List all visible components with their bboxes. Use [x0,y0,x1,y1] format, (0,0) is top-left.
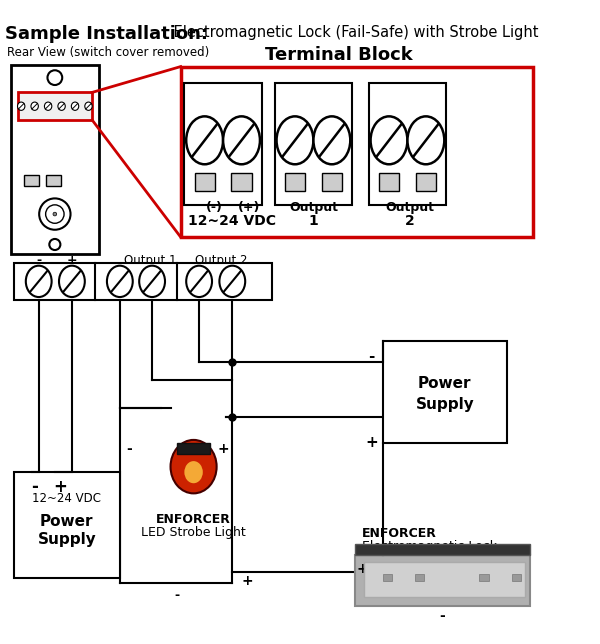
Text: +: + [356,562,368,576]
Text: Sample Installation:: Sample Installation: [5,25,208,43]
Text: Output 2: Output 2 [195,254,247,267]
Ellipse shape [313,117,350,164]
Ellipse shape [107,266,133,297]
Text: +: + [241,574,253,587]
Bar [24,175,39,186]
Text: -: - [440,609,445,623]
Bar [416,173,436,191]
Ellipse shape [220,266,245,297]
Text: 2: 2 [406,214,415,228]
Ellipse shape [59,266,85,297]
Text: +: + [217,442,229,456]
Ellipse shape [31,102,38,110]
Circle shape [49,239,61,250]
Bar [512,574,521,581]
Text: Terminal Block: Terminal Block [265,46,413,64]
Circle shape [39,198,71,230]
Text: +: + [365,435,378,450]
Ellipse shape [17,102,25,110]
Text: Electromagnetic Lock: Electromagnetic Lock [362,540,497,553]
Bar [369,83,446,205]
Bar [14,263,272,300]
Text: +: + [67,254,77,267]
Text: +: + [53,478,67,496]
Text: Output: Output [386,201,435,214]
Ellipse shape [26,266,52,297]
Text: Rear View (switch cover removed): Rear View (switch cover removed) [7,46,209,59]
Ellipse shape [186,117,223,164]
Ellipse shape [139,266,165,297]
Text: -: - [126,442,132,456]
Text: ENFORCER: ENFORCER [362,527,437,540]
Bar [184,83,262,205]
Text: 12~24 VDC: 12~24 VDC [188,214,276,228]
Bar [275,83,352,205]
Text: 12~24 VDC: 12~24 VDC [32,493,101,506]
Ellipse shape [58,102,65,110]
Ellipse shape [184,461,203,483]
Text: Power: Power [40,514,94,529]
Bar [322,173,342,191]
Ellipse shape [71,102,79,110]
Text: Supply: Supply [37,532,96,547]
Text: (-): (-) [206,201,223,214]
Text: Output: Output [289,201,338,214]
Text: 1: 1 [308,214,318,228]
Text: -: - [31,478,38,496]
Text: Output 1: Output 1 [124,254,176,267]
Ellipse shape [223,117,260,164]
Bar [379,173,399,191]
Ellipse shape [186,266,212,297]
Bar [383,341,507,442]
Bar [46,175,61,186]
Circle shape [53,213,56,216]
Text: (+): (+) [238,201,260,214]
FancyBboxPatch shape [355,555,530,606]
Ellipse shape [170,440,217,493]
FancyBboxPatch shape [364,562,526,596]
Circle shape [47,70,62,85]
Bar [17,92,92,120]
Ellipse shape [407,117,445,164]
Circle shape [46,205,64,223]
Bar [383,574,392,581]
Bar [479,574,488,581]
Text: -: - [36,254,41,267]
Ellipse shape [371,117,407,164]
Bar [285,173,305,191]
Text: -: - [175,589,179,602]
Text: Electromagnetic Lock (Fail-Safe) with Strobe Light: Electromagnetic Lock (Fail-Safe) with St… [169,25,538,40]
Text: ENFORCER: ENFORCER [156,513,231,526]
Ellipse shape [277,117,313,164]
Ellipse shape [44,102,52,110]
Text: -: - [368,348,374,364]
Bar [415,574,424,581]
Text: Power: Power [418,376,472,392]
Bar [181,66,533,237]
Text: Supply: Supply [415,397,474,412]
Bar [11,65,98,254]
Bar [14,472,120,578]
Bar [232,173,251,191]
Bar [177,442,210,454]
Bar [355,544,530,555]
Ellipse shape [85,102,92,110]
Bar [194,173,215,191]
Text: LED Strobe Light: LED Strobe Light [141,526,246,538]
